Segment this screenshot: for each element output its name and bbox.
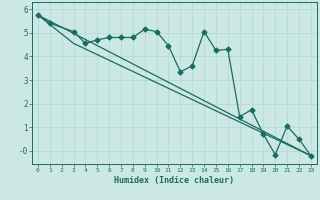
X-axis label: Humidex (Indice chaleur): Humidex (Indice chaleur) xyxy=(115,176,234,185)
